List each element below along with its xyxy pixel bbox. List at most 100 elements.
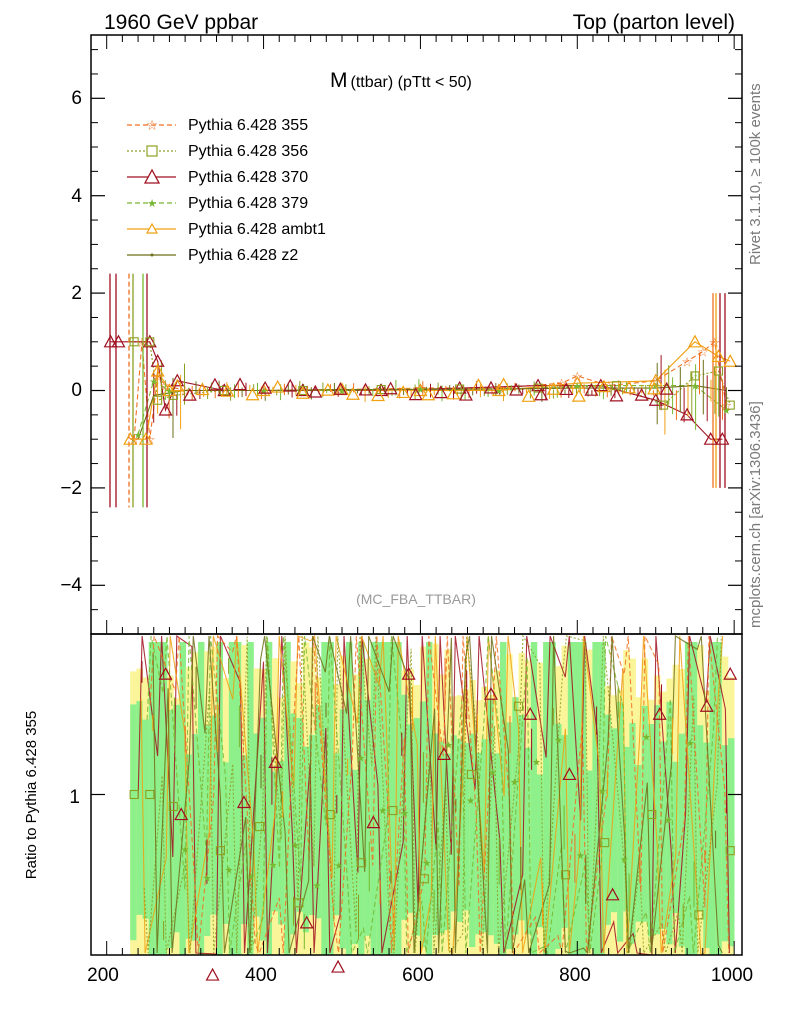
ratio-marker-370	[562, 767, 577, 781]
ratio-band-green	[444, 753, 451, 931]
main-marker-dense	[320, 382, 335, 396]
main-marker-dense	[233, 377, 248, 391]
ratio-band-green	[259, 717, 267, 941]
ratio-marker-356	[513, 701, 524, 711]
legend-label-379: Pythia 6.428 379	[188, 195, 308, 212]
ratio-band-green	[549, 642, 556, 955]
ratio-band-green	[500, 642, 507, 955]
ratio-band-green	[253, 733, 260, 917]
ratio-marker-379: ★	[488, 768, 497, 779]
ratio-band-green	[235, 642, 242, 955]
main-marker-356	[145, 337, 155, 347]
plot-title-main: M	[330, 69, 348, 92]
ratio-band-green	[475, 752, 482, 935]
main-marker-dense	[634, 387, 649, 401]
ratio-y-tick-label-1: 1	[69, 787, 80, 808]
x-tick-label-1000: 1000	[711, 965, 753, 986]
ratio-band-green	[604, 714, 612, 925]
ratio-band-green	[518, 715, 525, 921]
ratio-marker-379: ★	[598, 786, 607, 797]
analysis-watermark: (MC_FBA_TTBAR)	[356, 591, 476, 607]
main-marker-dense	[496, 377, 511, 391]
main-marker-370	[150, 354, 165, 367]
ratio-marker-356	[647, 810, 657, 820]
main-marker-dense	[207, 377, 222, 391]
main-marker-379: ★	[573, 382, 582, 393]
main-marker-370	[703, 431, 718, 445]
main-marker-356	[219, 385, 229, 396]
main-marker-379: ★	[149, 377, 158, 388]
ratio-band-green	[598, 642, 606, 955]
main-marker-355: ☆	[179, 385, 191, 400]
ratio-marker-370	[699, 698, 714, 712]
ratio-band-green	[321, 642, 328, 955]
ratio-band-green	[284, 642, 291, 955]
ratio-marker-379: ★	[664, 816, 673, 827]
ratio-band-green	[272, 771, 279, 912]
ratio-band-green	[567, 642, 575, 955]
main-marker-370	[158, 402, 173, 416]
ratio-marker-356	[694, 910, 704, 920]
ratio-band-green	[382, 642, 390, 955]
x-tick-label-800: 800	[559, 965, 591, 986]
ratio-series-line	[146, 635, 719, 955]
ratio-marker-356	[466, 769, 476, 779]
ratio-band-green	[469, 733, 476, 947]
legend-marker-356	[146, 145, 158, 157]
main-marker-356	[725, 400, 735, 410]
ratio-marker-379: ★	[620, 855, 629, 866]
main-marker-ambt1	[150, 363, 165, 377]
ratio-band-green	[222, 762, 230, 924]
main-marker-355: ☆	[571, 370, 583, 385]
ratio-band-green	[308, 735, 316, 916]
ratio-band-green	[241, 755, 248, 925]
main-marker-dense	[220, 383, 235, 397]
legend-marker-355: ☆	[146, 118, 159, 134]
main-marker-370	[103, 334, 118, 348]
ratio-marker-370	[174, 807, 189, 821]
ratio-marker-356	[168, 801, 178, 812]
main-marker-dense	[283, 378, 298, 392]
main-marker-356	[376, 384, 386, 395]
ratio-marker-356	[388, 805, 398, 816]
ratio-band-green	[198, 642, 205, 955]
ratio-band-green	[586, 770, 593, 949]
main-marker-dense	[333, 382, 348, 395]
main-marker-dense	[383, 381, 398, 395]
main-marker-dense	[195, 382, 210, 396]
ratio-band-green	[296, 718, 304, 912]
main-marker-356	[129, 337, 139, 347]
main-marker-370	[531, 378, 546, 392]
main-marker-ambt1	[723, 354, 738, 367]
ratio-marker-379: ★	[422, 859, 431, 870]
main-marker-dense	[433, 385, 448, 399]
ratio-marker-379: ★	[576, 851, 585, 862]
legend-label-356: Pythia 6.428 356	[188, 143, 308, 160]
ratio-band-green	[697, 725, 704, 911]
y-tick-label-m4: −4	[60, 575, 82, 596]
main-marker-dense	[559, 382, 574, 396]
ratio-marker-370	[299, 915, 314, 929]
main-marker-dense	[270, 379, 285, 393]
main-marker-370	[680, 407, 695, 421]
ratio-band-green	[339, 709, 347, 949]
y-tick-label-4: 4	[71, 186, 82, 207]
main-marker-356	[713, 366, 724, 376]
ratio-marker-379: ★	[466, 796, 475, 807]
main-marker-dense	[571, 388, 586, 402]
main-marker-379: ★	[651, 382, 660, 393]
main-marker-dense	[484, 380, 499, 394]
plot-title-sub: (ttbar) (pTtt < 50)	[351, 74, 472, 91]
main-series-group: ☆☆☆☆☆ ☆ ☆ ☆ ☆ ☆ ☆ ☆☆ ☆☆☆☆☆★★★ ★ ★ ★ ★ ★ ★ ★★	[103, 273, 738, 508]
ratio-band-green	[647, 724, 655, 937]
ratio-band-green	[389, 642, 396, 955]
main-marker-dense	[245, 387, 260, 401]
ratio-marker-370	[366, 815, 381, 829]
ratio-marker-370	[236, 795, 251, 809]
main-marker-dense	[596, 379, 611, 393]
ratio-marker-370	[523, 706, 538, 720]
main-marker-dense	[358, 382, 373, 396]
main-marker-355: ☆	[720, 399, 732, 414]
ratio-band-green	[395, 642, 402, 955]
